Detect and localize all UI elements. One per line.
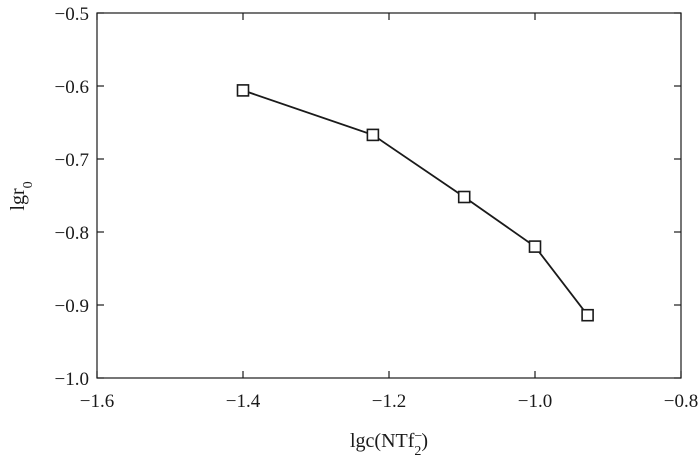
plot-frame [96, 12, 682, 379]
x-axis-title: lgc(NTf− 2) [350, 429, 428, 459]
series-line [242, 89, 589, 316]
x-tick-label: −0.8 [664, 391, 698, 412]
data-point-marker [457, 190, 471, 204]
y-axis-ticks: −1.0 −0.9 −0.8 −0.7 −0.6 −0.5 [55, 4, 681, 390]
x-tick-label: −1.4 [226, 391, 261, 412]
y-tick-label: −1.0 [55, 369, 89, 390]
x-axis-ticks: −1.6 −1.4 −1.2 −1.0 −0.8 [80, 13, 698, 412]
data-point-marker [581, 308, 594, 322]
data-point-marker [236, 84, 250, 97]
y-tick-label: −0.6 [55, 77, 89, 98]
y-tick-label: −0.7 [55, 150, 89, 171]
y-axis-title: lgr0 [7, 181, 36, 210]
data-point-marker [528, 240, 542, 253]
y-tick-label: −0.9 [55, 296, 89, 317]
y-tick-label: −0.5 [55, 4, 89, 25]
x-tick-label: −1.6 [80, 391, 114, 412]
data-point-marker [366, 128, 380, 142]
series-layer [236, 84, 594, 322]
x-tick-label: −1.2 [372, 391, 406, 412]
y-tick-label: −0.8 [55, 223, 89, 244]
x-tick-label: −1.0 [518, 391, 552, 412]
